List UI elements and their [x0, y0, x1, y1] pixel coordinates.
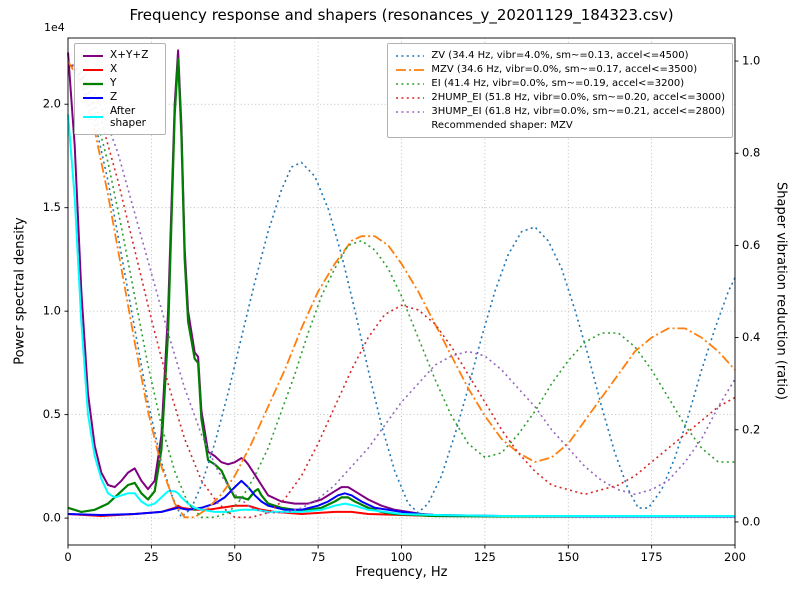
legend-item-x: X	[82, 63, 158, 76]
tick-label: 0.6	[742, 238, 760, 252]
tick-label: 100	[391, 550, 413, 564]
recommended-shaper-note: Recommended shaper: MZV	[431, 120, 573, 131]
legend-item-x-y-z: X+Y+Z	[82, 49, 158, 62]
tick-label: 0.4	[742, 330, 760, 344]
series-mzv	[67, 60, 736, 519]
legend-label: Y	[110, 77, 117, 90]
series-2hump-ei	[67, 60, 736, 519]
y-axis-right-label: Shaper vibration reduction (ratio)	[773, 182, 789, 400]
tick-label: 0.5	[43, 407, 61, 421]
series-after-shaper	[67, 114, 735, 517]
legend-item-ei: EI (41.4 Hz, vibr=0.0%, sm~=0.19, accel<…	[395, 77, 725, 90]
legend-swatch-mzv	[396, 68, 425, 71]
legend-label: EI (41.4 Hz, vibr=0.0%, sm~=0.19, accel<…	[431, 78, 685, 89]
legend-swatch-ei	[396, 82, 425, 85]
legend-label: ZV (34.4 Hz, vibr=4.0%, sm~=0.13, accel<…	[431, 50, 689, 61]
legend-label: X	[110, 63, 118, 76]
legend-swatch-2hump-ei	[396, 96, 425, 99]
legend-swatch-x	[83, 68, 103, 71]
chart-title: Frequency response and shapers (resonanc…	[129, 6, 674, 24]
legend-item-z: Z	[82, 91, 158, 104]
tick-label: 1.5	[43, 200, 61, 214]
legend-swatch-3hump-ei	[396, 110, 425, 113]
tick-label: 25	[144, 550, 159, 564]
series-y	[67, 57, 735, 518]
series-z	[67, 479, 735, 518]
tick-label: 0.2	[742, 422, 760, 436]
tick-label: 0	[64, 550, 71, 564]
legend-swatch-z	[83, 96, 103, 99]
y-axis-left-label: Power spectral density	[12, 217, 28, 365]
tick-label: 0.8	[742, 146, 760, 160]
series-x-y-z	[67, 49, 735, 517]
tick-label: 1.0	[43, 304, 61, 318]
tick-label: 175	[641, 550, 663, 564]
legend-item-3hump-ei: 3HUMP_EI (61.8 Hz, vibr=0.0%, sm~=0.21, …	[395, 105, 725, 118]
tick-label: 0.0	[43, 511, 61, 525]
tick-label: 200	[724, 550, 746, 564]
legend-psd: X+Y+Z X Y Z After shaper	[74, 43, 166, 136]
legend-item-after-shaper: After shaper	[82, 105, 158, 129]
tick-label: 150	[557, 550, 579, 564]
tick-label: 0.0	[742, 514, 760, 528]
legend-item-zv: ZV (34.4 Hz, vibr=4.0%, sm~=0.13, accel<…	[395, 49, 725, 62]
legend-label: After shaper	[110, 105, 147, 130]
legend-swatch-x-y-z	[83, 54, 103, 57]
tick-label: 75	[311, 550, 326, 564]
tick-label: 50	[227, 550, 242, 564]
legend-item-y: Y	[82, 77, 158, 90]
legend-label: Z	[110, 91, 118, 104]
series-ei	[67, 60, 735, 519]
legend-item-2hump-ei: 2HUMP_EI (51.8 Hz, vibr=0.0%, sm~=0.20, …	[395, 91, 725, 104]
tick-label: 125	[474, 550, 496, 564]
legend-swatch-zv	[396, 54, 425, 57]
legend-label: X+Y+Z	[110, 49, 149, 62]
legend-label: 3HUMP_EI (61.8 Hz, vibr=0.0%, sm~=0.21, …	[431, 106, 725, 117]
legend-item-mzv: MZV (34.6 Hz, vibr=0.0%, sm~=0.17, accel…	[395, 63, 725, 76]
tick-label: 1.0	[742, 54, 760, 68]
legend-swatch-after-shaper	[83, 116, 103, 119]
series-3hump-ei	[67, 60, 736, 514]
x-axis-label: Frequency, Hz	[355, 565, 448, 580]
legend-swatch-y	[83, 82, 103, 85]
legend-label: MZV (34.6 Hz, vibr=0.0%, sm~=0.17, accel…	[431, 64, 698, 75]
y-axis-offset-label: 1e4	[44, 21, 65, 34]
legend-shapers: ZV (34.4 Hz, vibr=4.0%, sm~=0.13, accel<…	[387, 43, 733, 138]
tick-label: 2.0	[43, 97, 61, 111]
legend-label: 2HUMP_EI (51.8 Hz, vibr=0.0%, sm~=0.20, …	[431, 92, 725, 103]
